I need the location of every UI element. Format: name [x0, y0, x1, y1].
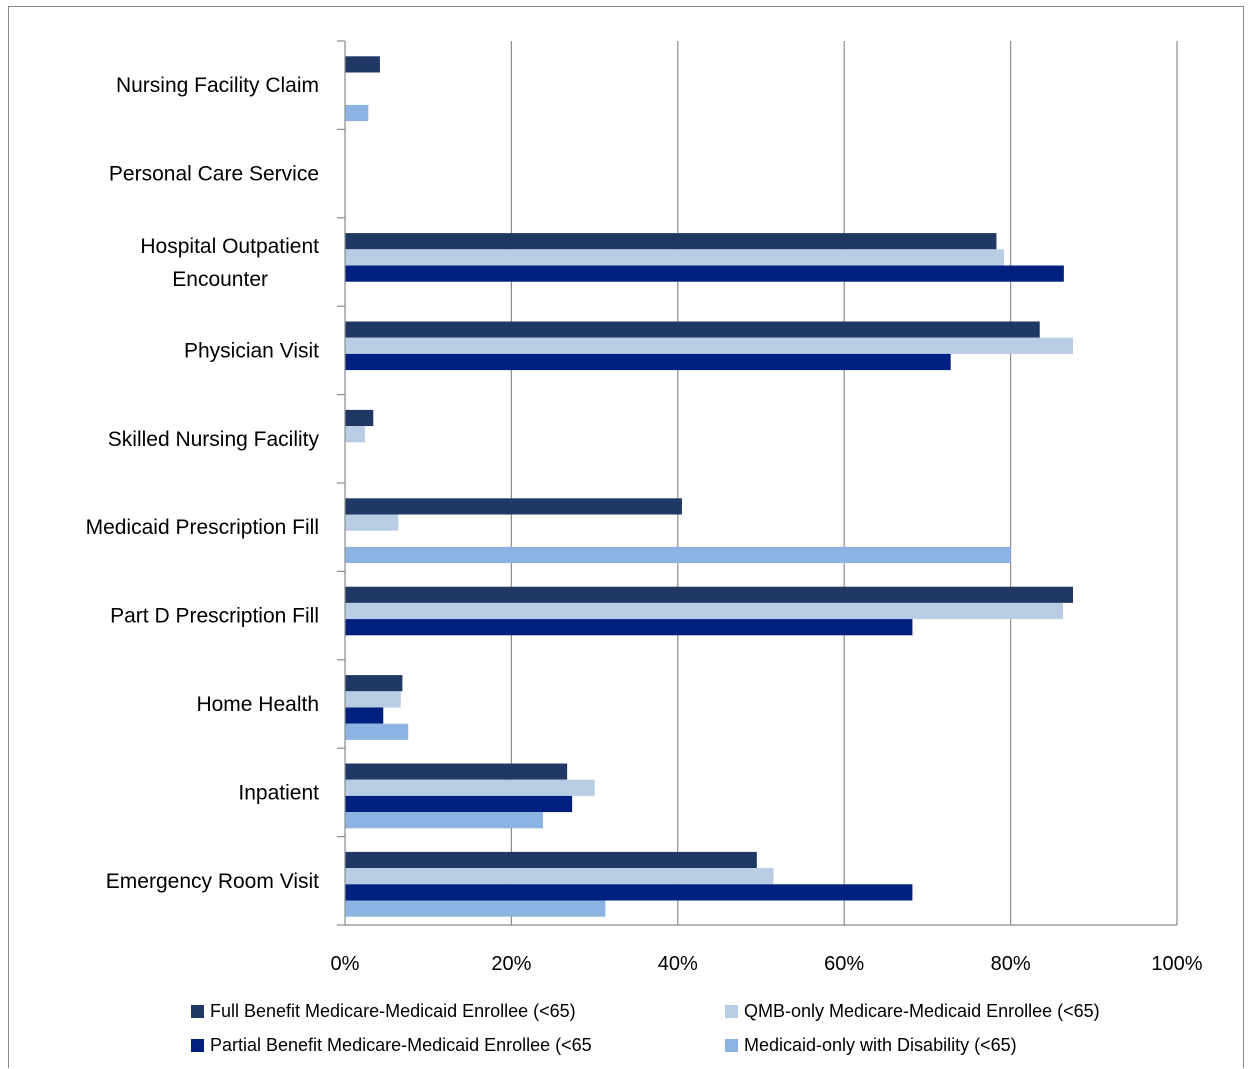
chart-area: Nursing Facility Claim Personal Care Serv… [8, 6, 1244, 1068]
bar [345, 56, 380, 73]
category-label: Skilled Nursing Facility [108, 428, 320, 451]
bar [345, 337, 1073, 354]
bar [345, 546, 1011, 564]
category-labels: Nursing Facility Claim Personal Care Serv… [86, 74, 320, 893]
category-label: Home Health [196, 693, 319, 716]
legend-swatch [191, 1039, 204, 1052]
category-label: Nursing Facility Claim [116, 74, 319, 97]
bar [345, 851, 757, 869]
bar [345, 409, 374, 427]
bar [345, 795, 573, 813]
bar [345, 104, 369, 122]
bar [345, 812, 544, 829]
bar [345, 884, 913, 901]
bar [345, 675, 403, 692]
x-tick-label: 20% [491, 953, 531, 975]
bar [345, 602, 1064, 620]
bar [345, 868, 774, 885]
category-label: Medicaid Prescription Fill [86, 516, 319, 539]
legend: Full Benefit Medicare-Medicaid Enrollee … [191, 1001, 1100, 1055]
legend-swatch [725, 1005, 738, 1018]
category-label: Physician Visit [184, 339, 319, 362]
x-tick-label: 100% [1151, 953, 1202, 975]
grid-lines [510, 41, 1178, 925]
legend-label: Full Benefit Medicare-Medicaid Enrollee … [210, 1001, 576, 1021]
bar [345, 779, 595, 796]
legend-label: Medicaid-only with Disability (<65) [744, 1035, 1017, 1055]
bar [345, 514, 399, 531]
bar [345, 586, 1073, 603]
x-tick-label: 60% [824, 953, 864, 975]
x-tick-label: 40% [658, 953, 698, 975]
bar [345, 249, 1004, 266]
bar [345, 619, 913, 636]
x-tick-label: 80% [991, 953, 1031, 975]
bar [345, 707, 384, 724]
category-label: Inpatient [238, 781, 319, 804]
y-axis [337, 40, 1177, 926]
legend-swatch [191, 1005, 204, 1018]
category-label: Emergency Room Visit [106, 870, 319, 893]
bar [345, 321, 1040, 338]
bar [345, 498, 682, 515]
x-tick-labels: 0% 20% 40% 60% 80% 100% [331, 953, 1203, 975]
bar [345, 265, 1064, 282]
legend-label: Partial Benefit Medicare-Medicaid Enroll… [210, 1035, 592, 1055]
category-label: Part D Prescription Fill [110, 605, 319, 628]
bars [345, 56, 1073, 917]
bar-chart: Nursing Facility Claim Personal Care Serv… [86, 40, 1203, 1055]
bar [345, 900, 606, 917]
bar [345, 723, 409, 740]
category-label: Personal Care Service [109, 163, 319, 186]
category-label: Hospital Outpatient Encounter [140, 235, 319, 291]
bar [345, 353, 951, 371]
legend-swatch [725, 1039, 738, 1052]
x-tick-label: 0% [331, 953, 360, 975]
bar [345, 763, 568, 780]
bar [345, 233, 997, 250]
bar [345, 691, 401, 708]
legend-label: QMB-only Medicare-Medicaid Enrollee (<65… [744, 1001, 1100, 1021]
bar [345, 426, 365, 443]
